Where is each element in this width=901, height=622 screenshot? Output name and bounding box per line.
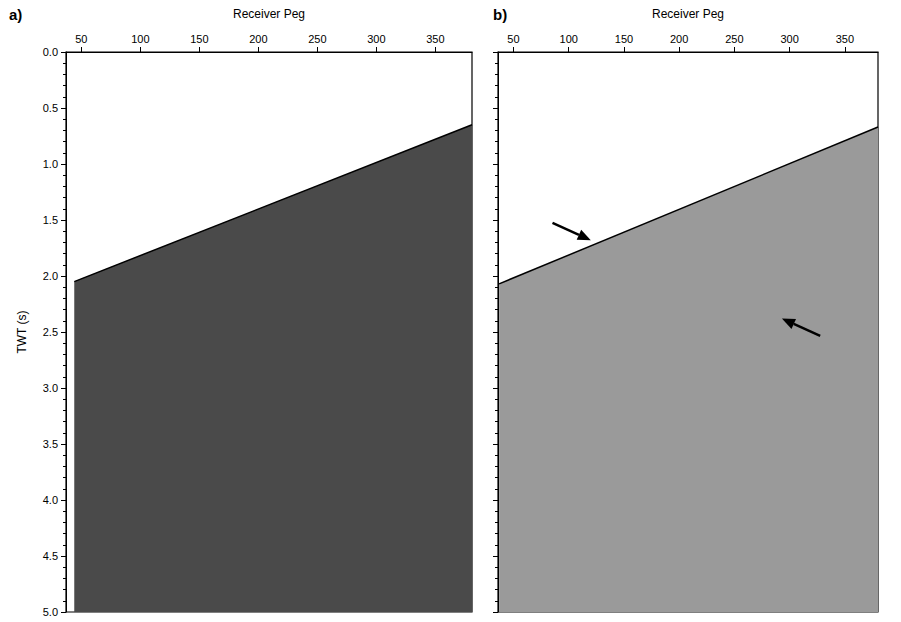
svg-text:0.5: 0.5 [43,102,58,114]
svg-text:5.0: 5.0 [43,606,58,618]
svg-text:150: 150 [615,33,633,45]
svg-text:150: 150 [190,33,208,45]
svg-text:350: 350 [426,33,444,45]
svg-text:200: 200 [249,33,267,45]
svg-text:250: 250 [725,33,743,45]
svg-text:b): b) [493,6,507,23]
svg-text:350: 350 [836,33,854,45]
svg-text:250: 250 [308,33,326,45]
svg-text:100: 100 [560,33,578,45]
svg-text:50: 50 [507,33,519,45]
svg-text:50: 50 [75,33,87,45]
svg-text:300: 300 [780,33,798,45]
svg-text:a): a) [9,6,22,23]
svg-text:TWT (s): TWT (s) [15,310,29,353]
svg-text:2.0: 2.0 [43,270,58,282]
svg-text:4.0: 4.0 [43,494,58,506]
svg-text:Receiver Peg: Receiver Peg [652,7,724,21]
svg-text:1.0: 1.0 [43,158,58,170]
svg-text:300: 300 [367,33,385,45]
svg-text:200: 200 [670,33,688,45]
svg-text:100: 100 [131,33,149,45]
svg-text:1.5: 1.5 [43,214,58,226]
svg-text:3.0: 3.0 [43,382,58,394]
svg-text:2.5: 2.5 [43,326,58,338]
svg-text:3.5: 3.5 [43,438,58,450]
svg-text:0.0: 0.0 [43,46,58,58]
svg-text:Receiver Peg: Receiver Peg [233,7,305,21]
svg-text:4.5: 4.5 [43,550,58,562]
